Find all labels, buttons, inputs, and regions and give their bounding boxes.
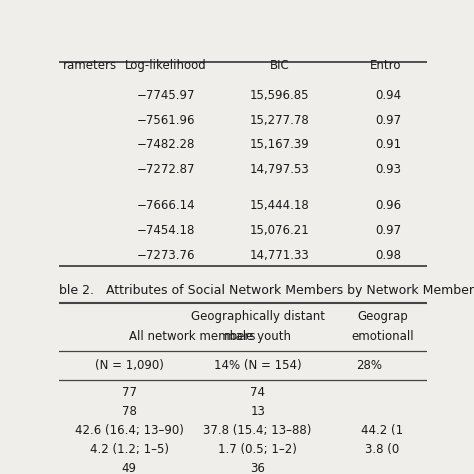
Text: −7454.18: −7454.18 [137, 224, 195, 237]
Text: 14,797.53: 14,797.53 [250, 163, 310, 176]
Text: Geographically distant: Geographically distant [191, 310, 325, 323]
Text: −7482.28: −7482.28 [137, 138, 195, 151]
Text: 14,771.33: 14,771.33 [250, 248, 310, 262]
Text: emotionall: emotionall [351, 330, 414, 343]
Text: 15,076.21: 15,076.21 [250, 224, 310, 237]
Text: male youth: male youth [224, 330, 291, 343]
Text: Entro: Entro [369, 59, 401, 72]
Text: 78: 78 [122, 405, 137, 418]
Text: 28%: 28% [356, 359, 383, 373]
Text: 42.6 (16.4; 13–90): 42.6 (16.4; 13–90) [74, 424, 183, 438]
Text: 36: 36 [250, 462, 265, 474]
Text: 15,596.85: 15,596.85 [250, 89, 310, 102]
Text: BIC: BIC [270, 59, 290, 72]
Text: 0.93: 0.93 [375, 163, 401, 176]
Text: ble 2.   Attributes of Social Network Members by Network Member Ty: ble 2. Attributes of Social Network Memb… [59, 284, 474, 297]
Text: 1.7 (0.5; 1–2): 1.7 (0.5; 1–2) [218, 443, 297, 456]
Text: 37.8 (15.4; 13–88): 37.8 (15.4; 13–88) [203, 424, 312, 438]
Text: 0.97: 0.97 [375, 113, 401, 127]
Text: 3.8 (0: 3.8 (0 [365, 443, 400, 456]
Text: −7272.87: −7272.87 [137, 163, 195, 176]
Text: 0.98: 0.98 [375, 248, 401, 262]
Text: 49: 49 [121, 462, 137, 474]
Text: 0.96: 0.96 [375, 199, 401, 212]
Text: −7273.76: −7273.76 [137, 248, 195, 262]
Text: 74: 74 [250, 386, 265, 399]
Text: 15,444.18: 15,444.18 [250, 199, 310, 212]
Text: 0.94: 0.94 [375, 89, 401, 102]
Text: 15,167.39: 15,167.39 [250, 138, 310, 151]
Text: 0.91: 0.91 [375, 138, 401, 151]
Text: −7745.97: −7745.97 [137, 89, 195, 102]
Text: 44.2 (1: 44.2 (1 [362, 424, 403, 438]
Text: All network members: All network members [129, 330, 255, 343]
Text: Geograp: Geograp [357, 310, 408, 323]
Text: (N = 1,090): (N = 1,090) [95, 359, 164, 373]
Text: −7561.96: −7561.96 [137, 113, 195, 127]
Text: 4.2 (1.2; 1–5): 4.2 (1.2; 1–5) [90, 443, 169, 456]
Text: 77: 77 [121, 386, 137, 399]
Text: rameters: rameters [63, 59, 117, 72]
Text: 14% (N = 154): 14% (N = 154) [214, 359, 301, 373]
Text: −7666.14: −7666.14 [137, 199, 195, 212]
Text: 13: 13 [250, 405, 265, 418]
Text: 15,277.78: 15,277.78 [250, 113, 310, 127]
Text: 0.97: 0.97 [375, 224, 401, 237]
Text: Log-likelihood: Log-likelihood [125, 59, 207, 72]
